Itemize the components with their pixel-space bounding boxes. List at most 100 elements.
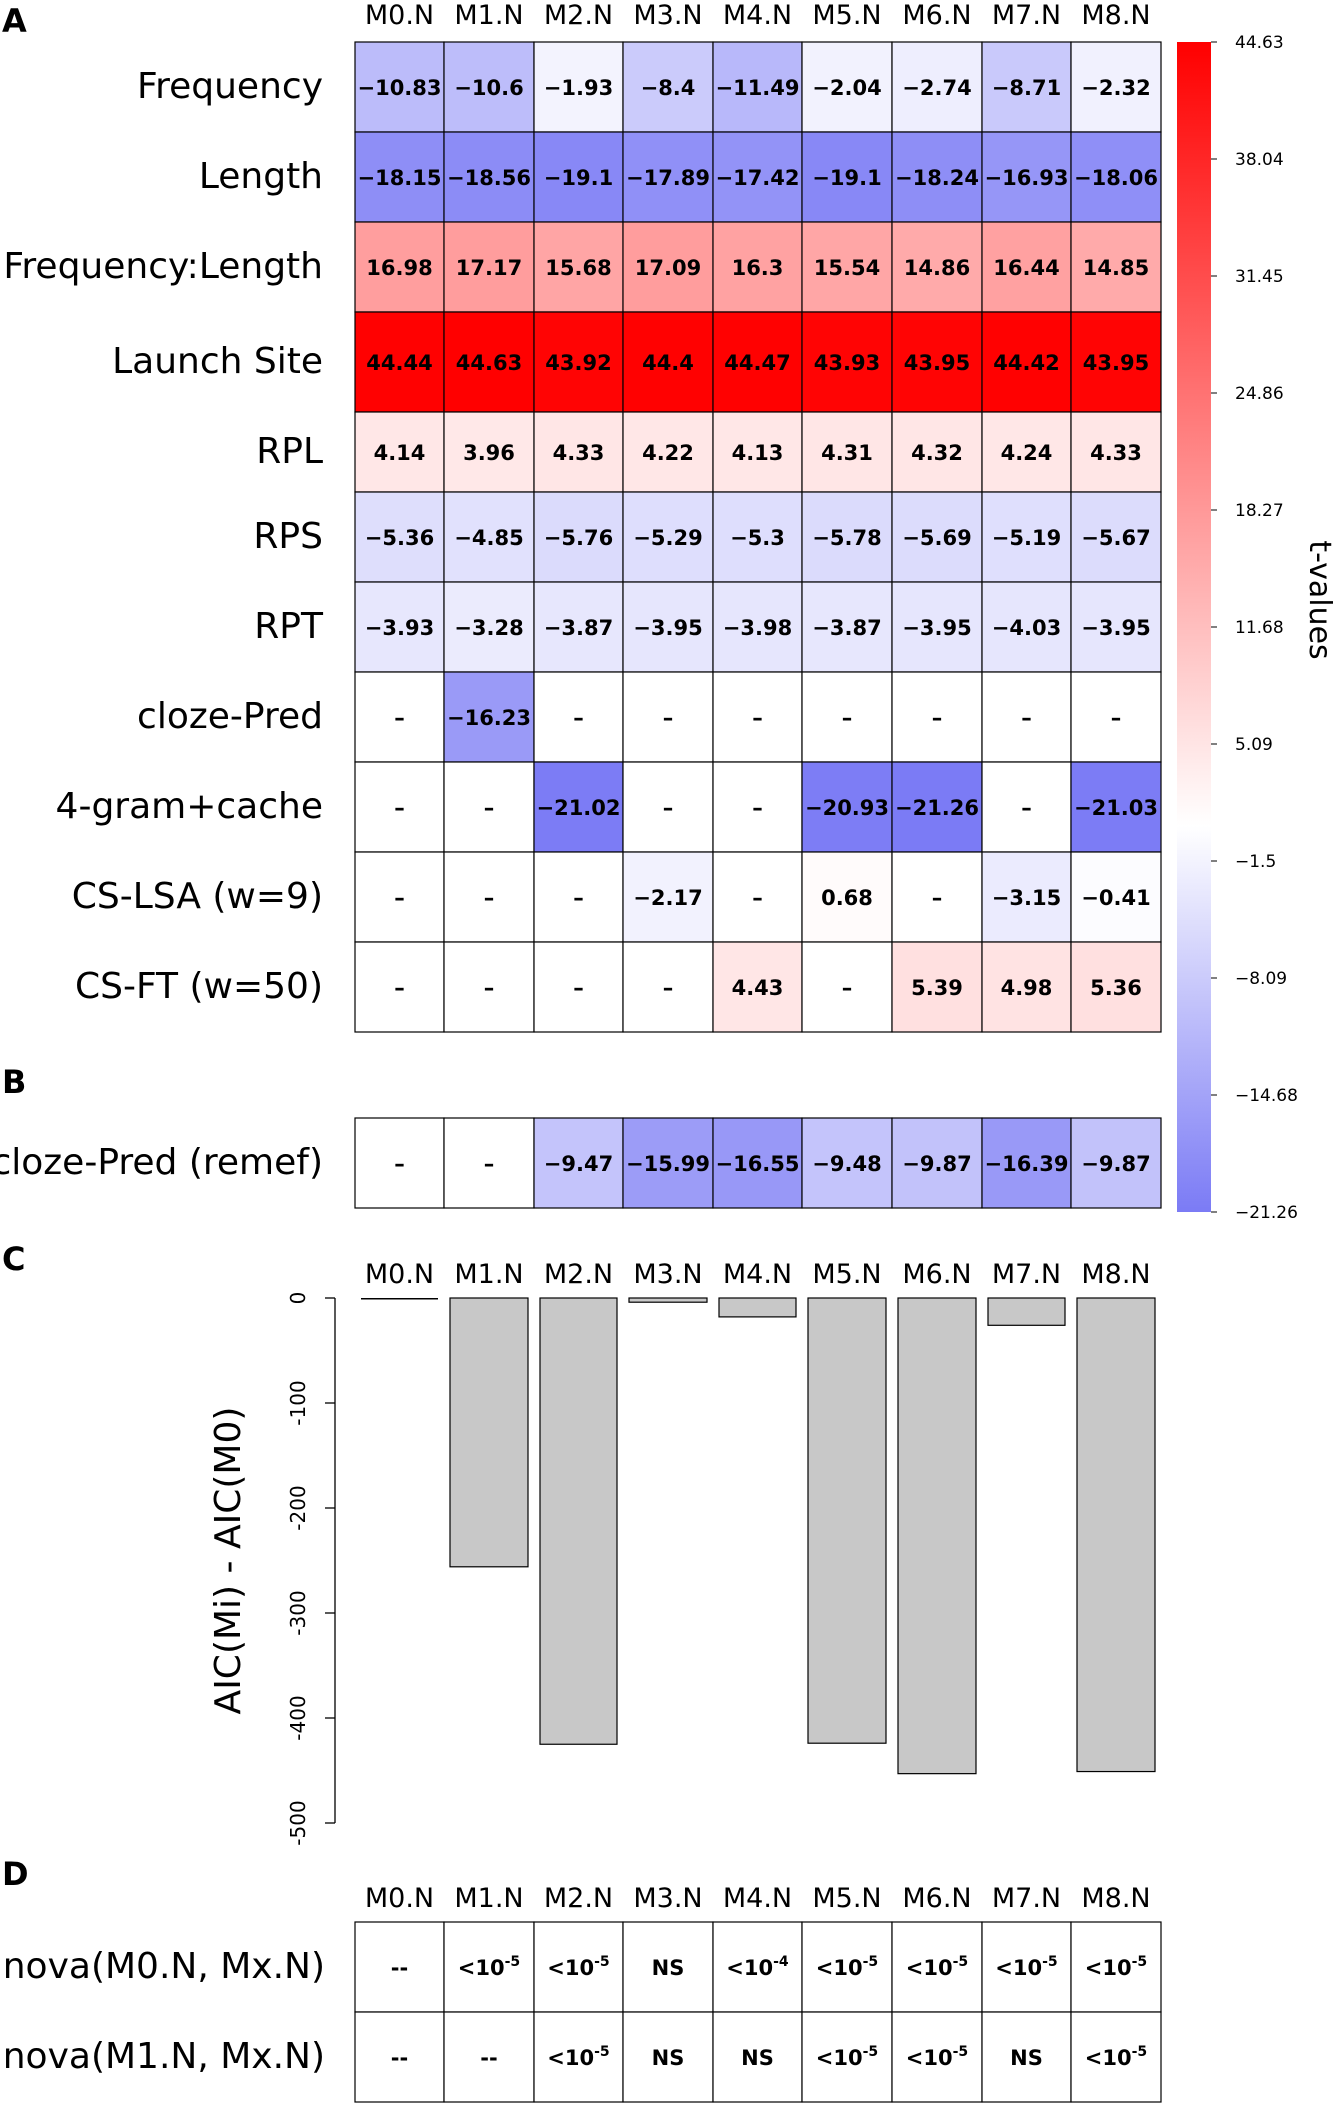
- row-label: RPL: [256, 431, 323, 472]
- heatmap-cell: [891, 411, 983, 493]
- bar: [807, 1297, 887, 1744]
- column-header: M1.N: [454, 0, 523, 31]
- cell-value: –: [484, 976, 495, 1000]
- bar-category-label: M7.N: [992, 1259, 1061, 1290]
- heatmap-cell: [981, 1117, 1072, 1209]
- colorbar-tick-label: −21.26: [1235, 1203, 1298, 1223]
- column-header: M0.N: [365, 1883, 434, 1914]
- cell-value: −20.93: [805, 796, 889, 820]
- bar-category-label: M1.N: [454, 1259, 523, 1290]
- heatmap-cell: [354, 131, 445, 223]
- table-cell-value: <10-5: [458, 1954, 520, 1980]
- table-cell-value: NS: [741, 2046, 774, 2070]
- table-cell: [801, 2011, 893, 2103]
- heatmap-cell: [533, 941, 624, 1033]
- column-header: M5.N: [812, 1883, 881, 1914]
- cell-value: −16.55: [715, 1152, 799, 1176]
- heatmap-cell: [891, 761, 983, 853]
- table-cell-value: --: [391, 2046, 408, 2070]
- heatmap-cell: [1070, 311, 1162, 413]
- cell-value: 4.22: [642, 441, 694, 465]
- cell-value: –: [484, 1152, 495, 1176]
- cell-value: –: [932, 886, 943, 910]
- heatmap-cell: [712, 941, 803, 1033]
- column-header: M0.N: [365, 0, 434, 31]
- cell-value: −9.47: [544, 1152, 613, 1176]
- bar-category-label: M2.N: [544, 1259, 613, 1290]
- table-cell: [354, 1921, 445, 2013]
- heatmap-cell: [981, 491, 1072, 583]
- panel-b-label: B: [2, 1063, 26, 1101]
- cell-value: 4.43: [732, 976, 784, 1000]
- heatmap-cell: [533, 851, 624, 943]
- heatmap-cell: [622, 131, 714, 223]
- table-cell-value: <10-5: [995, 1954, 1057, 1980]
- heatmap-cell: [354, 491, 445, 583]
- cell-value: −3.28: [454, 616, 523, 640]
- cell-value: –: [663, 796, 674, 820]
- heatmap-cell: [712, 131, 803, 223]
- cell-value: 15.54: [814, 256, 880, 280]
- colorbar-title: t-values: [1302, 540, 1337, 659]
- heatmap-cell: [981, 851, 1072, 943]
- heatmap-cell: [1070, 491, 1162, 583]
- heatmap-cell: [1070, 761, 1162, 853]
- cell-value: −5.67: [1081, 526, 1150, 550]
- cell-value: 5.39: [911, 976, 963, 1000]
- cell-value: 4.31: [821, 441, 873, 465]
- heatmap-cell: [981, 131, 1072, 223]
- heatmap-cell: [891, 221, 983, 313]
- cell-value: 3.96: [463, 441, 515, 465]
- heatmap-cell: [533, 411, 624, 493]
- cell-value: 15.68: [545, 256, 611, 280]
- row-label: Length: [199, 156, 323, 197]
- bar-category-label: M6.N: [902, 1259, 971, 1290]
- bar-category-label: M4.N: [723, 1259, 792, 1290]
- cell-value: −18.56: [447, 166, 531, 190]
- heatmap-cell: [1070, 941, 1162, 1033]
- cell-value: –: [663, 976, 674, 1000]
- cell-value: −2.32: [1081, 76, 1150, 100]
- cell-value: −3.95: [902, 616, 971, 640]
- column-header: M6.N: [902, 1883, 971, 1914]
- heatmap-cell: [801, 851, 893, 943]
- cell-value: −8.4: [641, 76, 696, 100]
- heatmap-cell: [1070, 851, 1162, 943]
- heatmap-cell: [801, 761, 893, 853]
- cell-value: 14.86: [904, 256, 970, 280]
- cell-value: −3.93: [365, 616, 434, 640]
- column-header: M8.N: [1081, 0, 1150, 31]
- y-tick-label: -100: [286, 1380, 310, 1425]
- table-cell: [891, 2011, 983, 2103]
- heatmap-cell: [354, 941, 445, 1033]
- cell-value: –: [842, 976, 853, 1000]
- cell-value: −19.1: [544, 166, 613, 190]
- cell-value: −3.15: [992, 886, 1061, 910]
- colorbar-tick-label: 18.27: [1235, 501, 1284, 521]
- cell-value: –: [1111, 706, 1122, 730]
- bar: [987, 1297, 1066, 1326]
- heatmap-cell: [354, 221, 445, 313]
- column-header: M3.N: [633, 0, 702, 31]
- table-cell: [981, 1921, 1072, 2013]
- cell-value: −3.98: [723, 616, 792, 640]
- heatmap-cell: [622, 411, 714, 493]
- row-label: Frequency: [137, 66, 323, 107]
- cell-value: 44.47: [724, 351, 790, 375]
- cell-value: –: [573, 886, 584, 910]
- cell-value: −5.76: [544, 526, 613, 550]
- heatmap-cell: [712, 491, 803, 583]
- cell-value: −5.19: [992, 526, 1061, 550]
- panel-d-label: D: [2, 1855, 29, 1893]
- heatmap-cell: [801, 411, 893, 493]
- row-label: Launch Site: [112, 341, 323, 382]
- bar-chart-c: M0.N M1.N M2.N M3.N M4.N M5.N M6.N M7.N M8.N 0 -10…: [208, 1259, 1156, 1846]
- heatmap-cell: [354, 761, 445, 853]
- heatmap-cell: [533, 491, 624, 583]
- column-header: M4.N: [723, 0, 792, 31]
- table-cell: [801, 1921, 893, 2013]
- table-cell-value: --: [391, 1956, 408, 1980]
- column-header: M2.N: [544, 1883, 613, 1914]
- table-cell-value: <10-5: [547, 2044, 609, 2070]
